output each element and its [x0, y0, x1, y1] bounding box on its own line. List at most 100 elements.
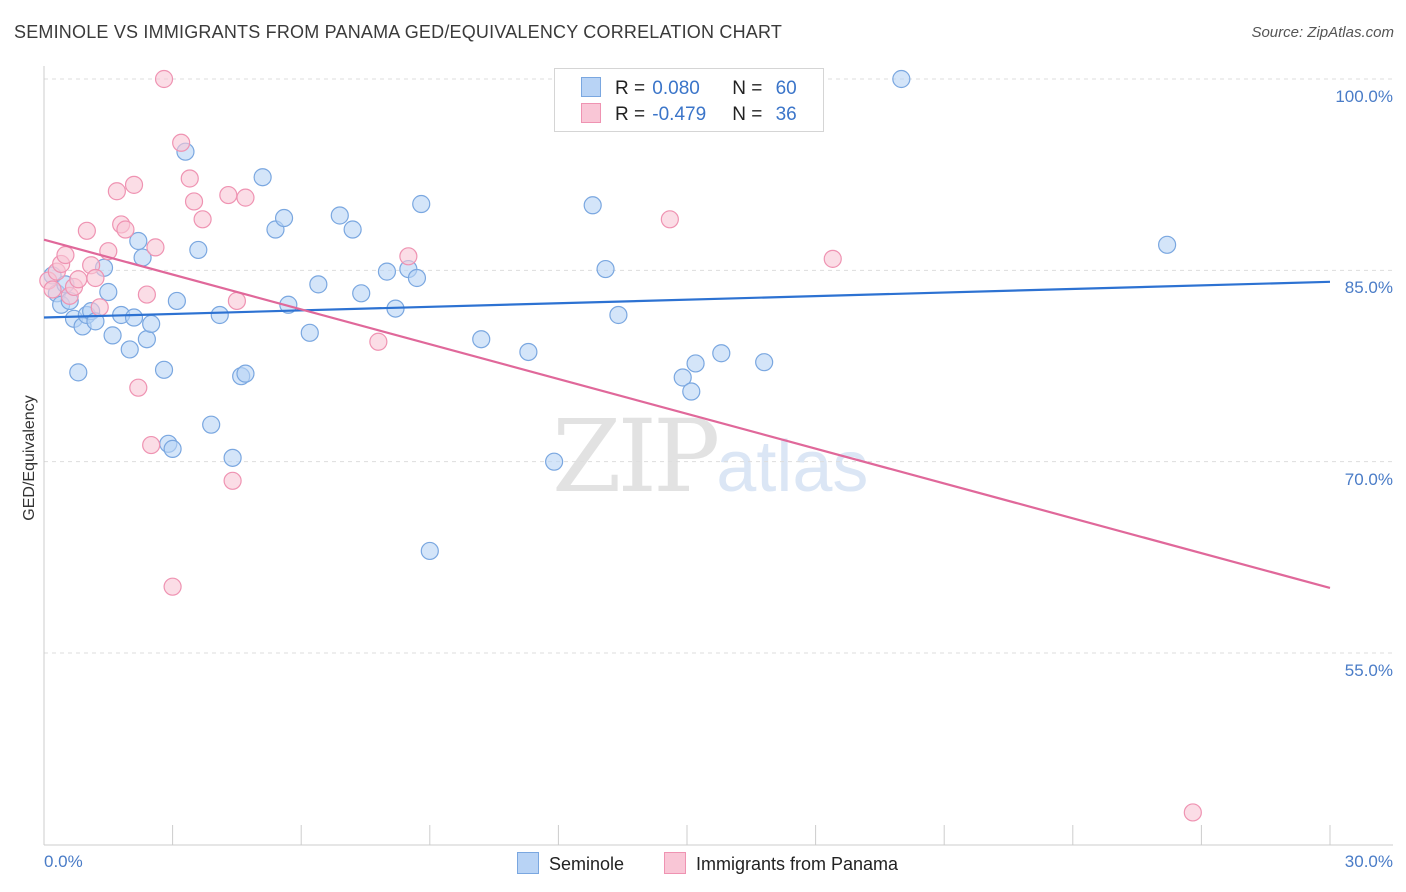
seminole-point	[163, 439, 182, 459]
panama-point	[163, 577, 182, 596]
r-value: 0.080	[652, 78, 700, 99]
seminole-point	[892, 69, 911, 89]
panama-point	[116, 220, 135, 239]
panama-point	[43, 280, 62, 299]
panama-point	[660, 210, 679, 229]
panama-trend-line	[43, 238, 1331, 590]
panama-point	[172, 133, 191, 152]
panama-point	[69, 270, 88, 289]
seminole-point	[412, 194, 431, 214]
seminole-point	[1158, 235, 1177, 254]
seminole-point	[137, 330, 156, 349]
watermark-zip: ZIP	[552, 398, 720, 515]
panama-point	[823, 249, 842, 268]
seminole-point	[189, 240, 208, 260]
seminole-point	[407, 268, 427, 288]
n-value: 36	[775, 104, 797, 125]
panama-swatch	[581, 103, 601, 123]
seminole-point	[755, 353, 774, 372]
r-value: -0.479	[652, 104, 707, 125]
seminole-point	[124, 308, 144, 327]
watermark-atlas: atlas	[716, 427, 869, 507]
panama-point	[154, 69, 174, 89]
seminole-point	[545, 452, 564, 471]
seminole-point	[377, 262, 397, 281]
seminole-point	[103, 326, 122, 345]
panama-point	[193, 210, 212, 229]
panama-point	[184, 192, 204, 211]
y-tick-label: 70.0%	[1344, 469, 1393, 489]
seminole-point	[69, 363, 88, 382]
panama-point	[137, 285, 156, 304]
seminole-point	[167, 291, 186, 311]
seminole-point	[352, 284, 371, 303]
panama-point	[56, 245, 75, 265]
panama-point	[227, 291, 246, 311]
seminole-point	[472, 330, 491, 349]
n-label: N =	[732, 78, 763, 99]
chart-title: SEMINOLE VS IMMIGRANTS FROM PANAMA GED/E…	[14, 22, 783, 42]
seminole-point	[236, 364, 255, 383]
legend-row-panama: R = -0.479 N = 36	[581, 103, 797, 127]
seminole-swatch	[581, 77, 601, 97]
watermark: ZIPatlas	[552, 398, 868, 515]
panama-point	[86, 268, 105, 288]
seminole-point	[343, 220, 362, 239]
seminole-point	[142, 314, 161, 334]
seminole-point	[673, 368, 692, 387]
y-tick-label: 100.0%	[1335, 87, 1393, 106]
x-tick-label-min: 0.0%	[44, 852, 83, 871]
panama-point	[219, 185, 238, 205]
y-axis-label: GED/Equivalency	[21, 395, 38, 521]
y-tick-label: 85.0%	[1344, 278, 1393, 298]
seminole-point	[519, 342, 538, 362]
seminole-point	[202, 415, 221, 434]
n-value: 60	[775, 78, 797, 99]
seminole-point	[120, 340, 139, 359]
seminole-point	[253, 168, 272, 187]
seminole-point	[583, 196, 602, 215]
bottom-legend-seminole: Seminole	[517, 852, 624, 875]
seminole-point	[300, 323, 319, 342]
legend-label-panama: Immigrants from Panama	[696, 854, 899, 874]
seminole-point	[99, 282, 118, 302]
r-label: R =	[615, 104, 646, 125]
panama-point	[1183, 803, 1202, 822]
seminole-point	[596, 259, 615, 279]
y-tick-label: 55.0%	[1344, 661, 1393, 680]
bottom-legend-panama: Immigrants from Panama	[664, 852, 898, 875]
panama-point	[180, 169, 199, 188]
panama-point	[142, 435, 161, 455]
n-label: N =	[732, 104, 763, 125]
panama-point	[124, 175, 144, 194]
seminole-point	[686, 354, 705, 373]
seminole-point	[712, 344, 731, 363]
panama-swatch	[664, 852, 686, 874]
seminole-point	[210, 305, 229, 325]
seminole-point	[682, 382, 701, 401]
seminole-point	[609, 305, 628, 325]
seminole-point	[309, 275, 328, 294]
panama-point	[90, 298, 109, 317]
seminole-point	[223, 448, 242, 467]
panama-point	[146, 238, 165, 257]
seminole-point	[154, 360, 174, 379]
panama-point	[236, 188, 255, 207]
seminole-swatch	[517, 852, 539, 874]
panama-point	[399, 247, 418, 266]
seminole-point	[330, 206, 349, 225]
panama-point	[107, 182, 126, 201]
r-label: R =	[615, 78, 646, 99]
seminole-point	[274, 208, 294, 228]
stats-legend: R = 0.080 N = 60 R = -0.479 N = 36	[554, 68, 824, 132]
seminole-point	[420, 541, 439, 561]
panama-point	[77, 221, 96, 240]
x-tick-label-max: 30.0%	[1344, 852, 1393, 871]
legend-row-seminole: R = 0.080 N = 60	[581, 77, 797, 101]
seminole-point	[129, 231, 148, 251]
source-note: Source: ZipAtlas.com	[1251, 24, 1394, 41]
panama-point	[223, 471, 242, 490]
panama-point	[129, 378, 148, 397]
legend-label-seminole: Seminole	[549, 854, 625, 874]
